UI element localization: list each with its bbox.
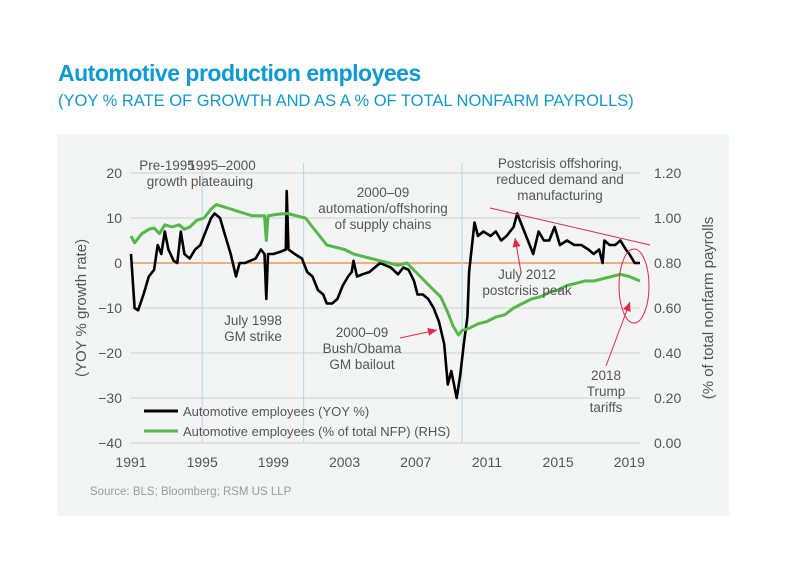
legend-label: Automotive employees (YOY %) (183, 404, 369, 419)
y-axis-label: (YOY % growth rate) (73, 239, 90, 377)
arrow-tariffs (605, 301, 631, 367)
series-line-nfp-share (129, 203, 641, 337)
y2-tick-label: 1.20 (654, 165, 681, 181)
chart-background (57, 134, 729, 516)
y2-axis-label: (% of total nonfarm payrolls (700, 217, 717, 400)
annotation-trump-tariffs: Trump (587, 384, 626, 399)
y2-tick-label: 0.00 (654, 435, 681, 451)
annotation-gm-strike: GM strike (224, 329, 282, 344)
annotation-automation: automation/offshoring (318, 201, 448, 216)
y-tick-label: −20 (98, 345, 122, 361)
x-tick-label: 1991 (115, 454, 146, 470)
trend-line (489, 207, 651, 246)
x-tick-label: 2015 (543, 454, 574, 470)
x-tick-label: 2011 (472, 454, 502, 470)
y2-tick-label: 0.60 (654, 300, 681, 316)
annotation-postcrisis: Postcrisis offshoring, (498, 156, 622, 171)
y-tick-label: 0 (114, 255, 122, 271)
annotation-bailout: 2000–09 (336, 325, 389, 340)
y2-tick-label: 0.40 (654, 345, 681, 361)
y2-tick-label: 0.20 (654, 390, 681, 406)
annotation-pre1995: Pre-1995 (139, 158, 195, 173)
y-tick-label: −30 (98, 390, 122, 406)
y-tick-label: 20 (106, 165, 122, 181)
series-line-yoy (129, 189, 640, 400)
arrow-bailout-head (427, 327, 437, 336)
x-tick-label: 1995 (187, 454, 218, 470)
annotation-trump-tariffs: tariffs (590, 400, 623, 415)
x-tick-label: 2007 (400, 454, 431, 470)
y-tick-label: 10 (106, 210, 122, 226)
annotation-pre1995: growth (147, 174, 188, 189)
tariff-highlight-ellipse (618, 248, 650, 324)
x-tick-label: 2019 (614, 454, 645, 470)
annotation-plateau: 1995–2000 (188, 158, 256, 173)
arrow-july-2012-head (512, 238, 521, 248)
annotation-postcrisis: manufacturing (517, 188, 603, 203)
annotation-plateau: plateauing (191, 174, 253, 189)
y-tick-label: −40 (98, 435, 122, 451)
legend-label: Automotive employees (% of total NFP) (R… (183, 424, 450, 439)
annotation-gm-strike: July 1998 (224, 313, 282, 328)
x-tick-label: 1999 (258, 454, 289, 470)
y2-tick-label: 1.00 (654, 210, 681, 226)
chart-title: Automotive production employees (58, 60, 421, 86)
annotation-bailout: GM bailout (329, 357, 395, 372)
annotation-bailout: Bush/Obama (323, 341, 402, 356)
y2-tick-label: 0.80 (654, 255, 681, 271)
annotation-trump-tariffs: 2018 (591, 368, 621, 383)
x-tick-label: 2003 (329, 454, 360, 470)
chart-subtitle: (YOY % RATE OF GROWTH AND AS A % OF TOTA… (58, 92, 634, 110)
arrow-tariffs-head (623, 302, 631, 312)
annotation-automation: of supply chains (335, 217, 432, 232)
y-tick-label: −10 (98, 300, 122, 316)
annotation-july-2012-peak: postcrisis peak (482, 283, 572, 298)
annotation-july-2012-peak: July 2012 (498, 267, 556, 282)
annotation-postcrisis: reduced demand and (496, 172, 624, 187)
source-note: Source: BLS; Bloomberg; RSM US LLP (90, 486, 292, 498)
annotation-automation: 2000–09 (357, 185, 410, 200)
